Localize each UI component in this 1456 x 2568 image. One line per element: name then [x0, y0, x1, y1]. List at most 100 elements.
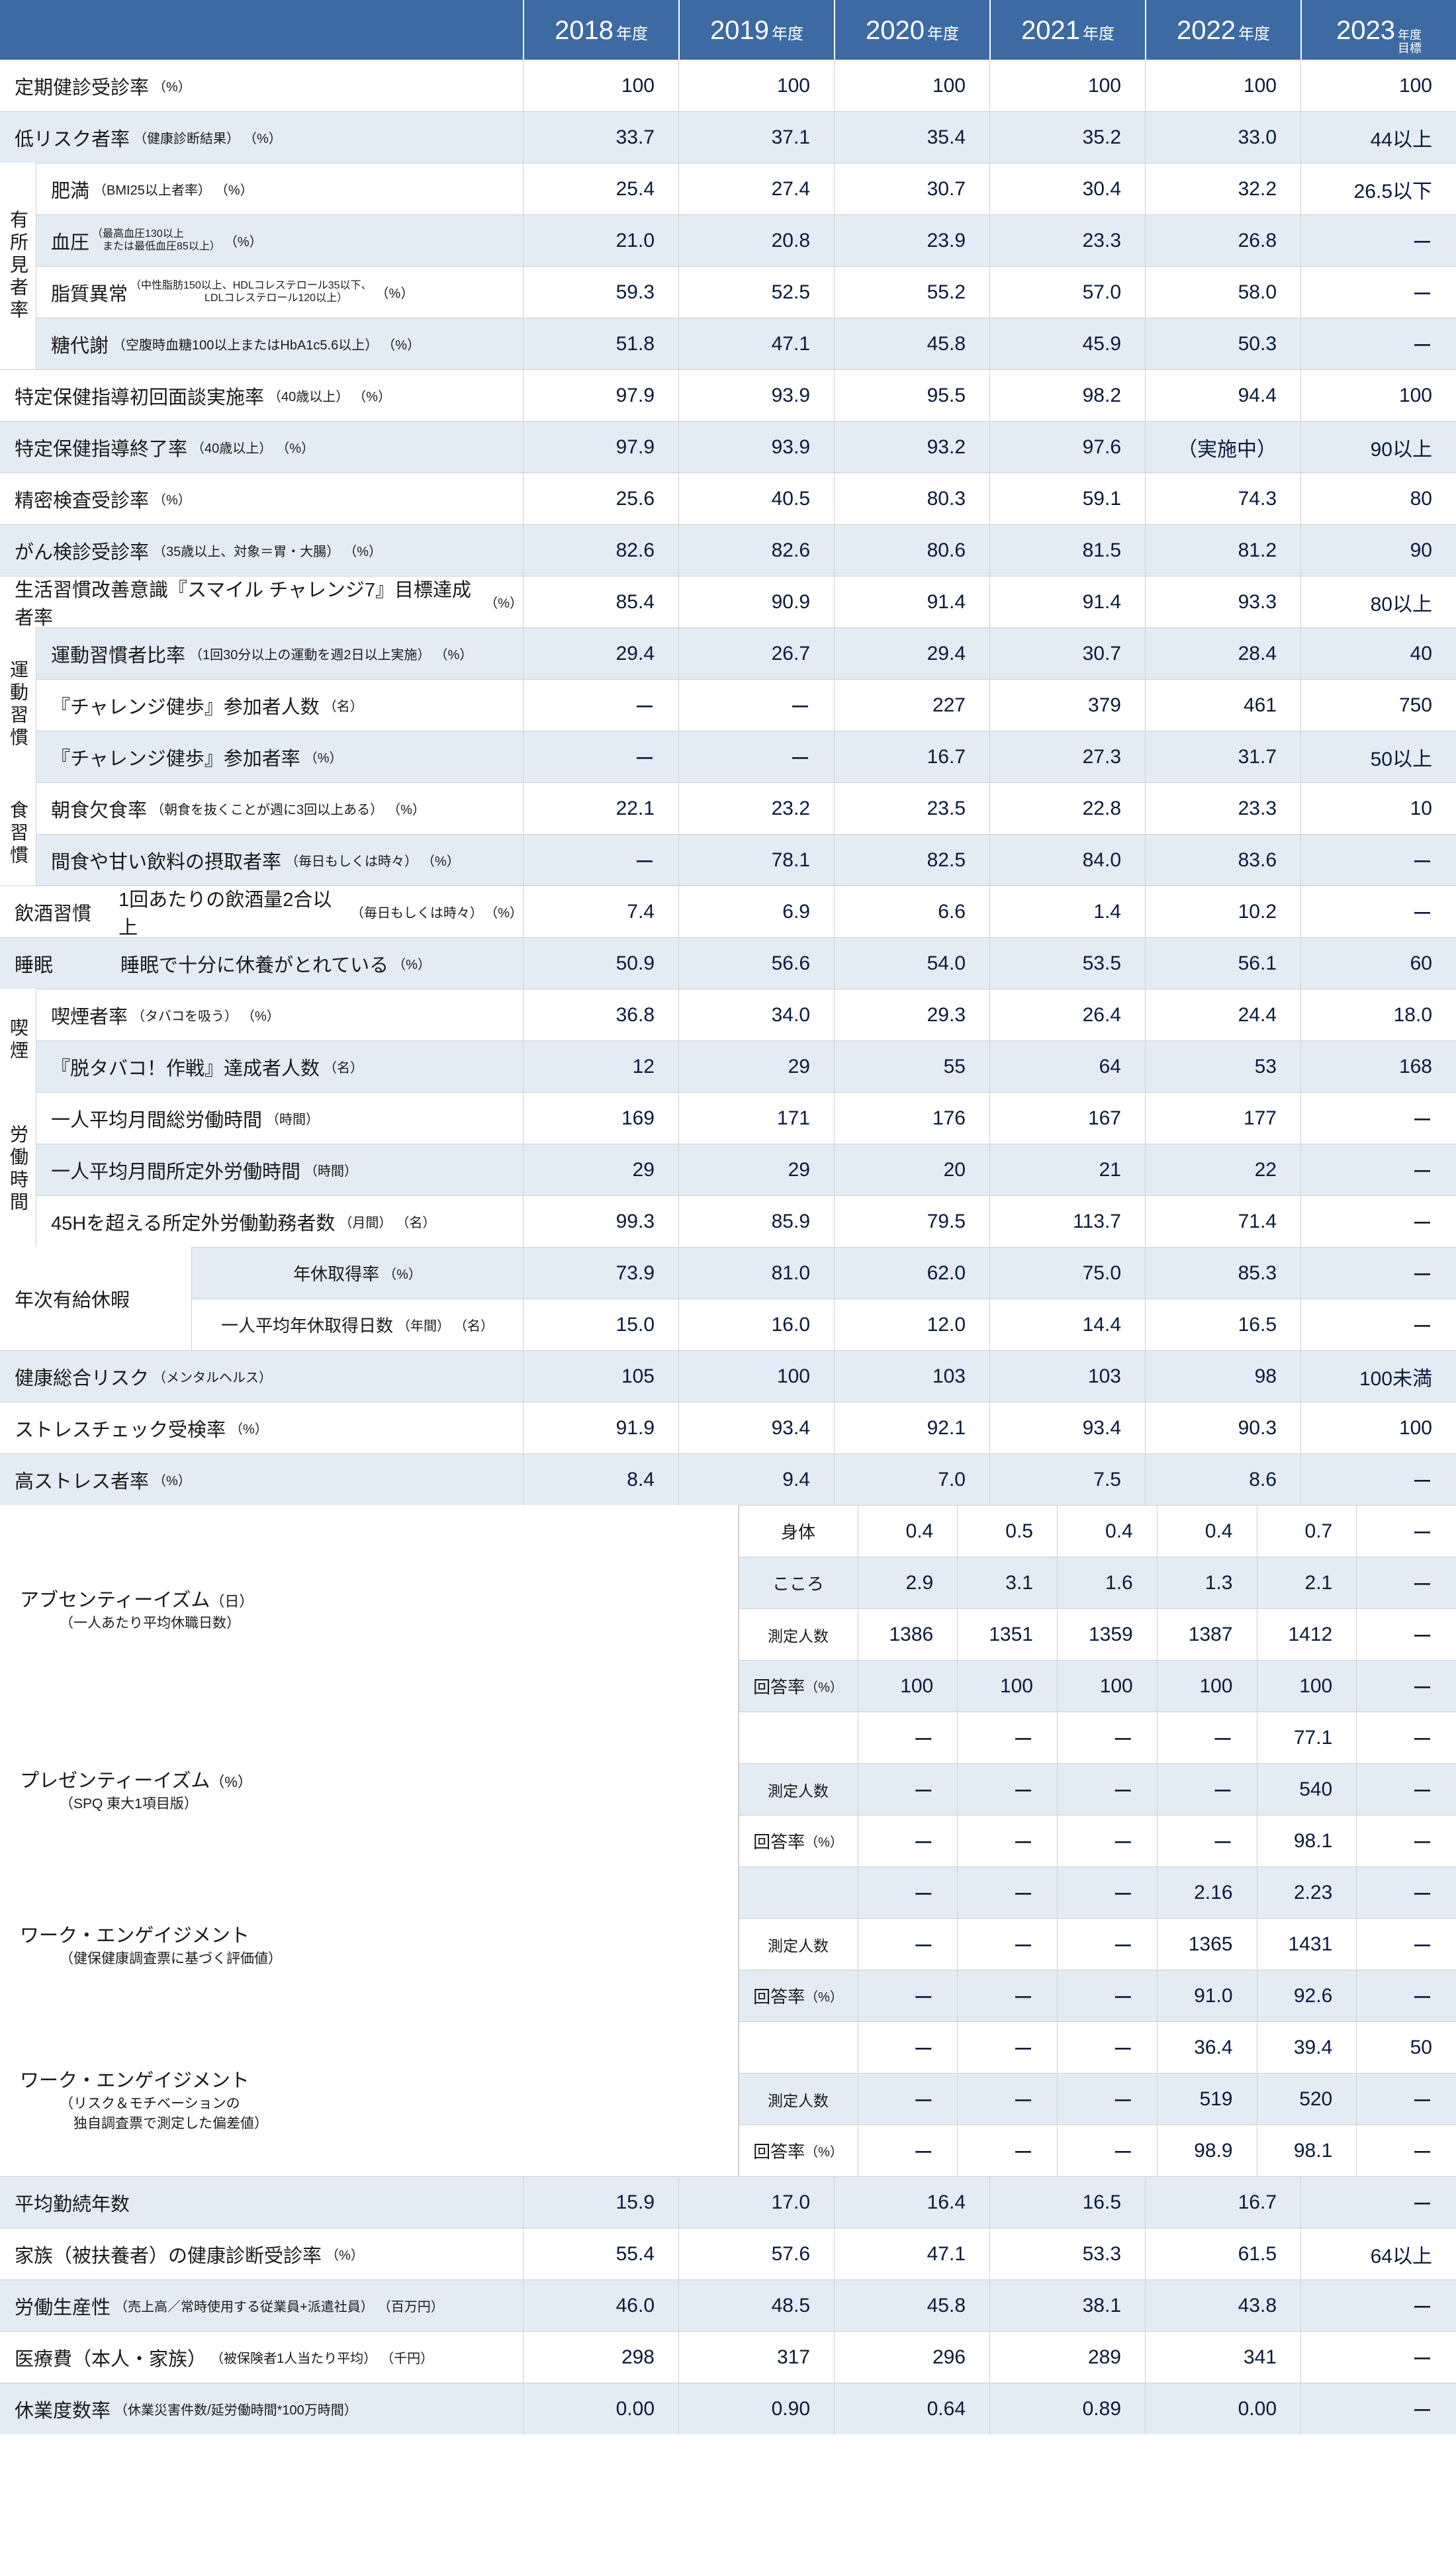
table-cell: ー: [1300, 2280, 1456, 2331]
table-cell: 1412: [1257, 1609, 1357, 1660]
table-cell: 90以上: [1300, 422, 1456, 473]
table-cell: 27.3: [989, 731, 1145, 782]
row-label: 朝食欠食率（朝食を抜くことが週に3回以上ある）（%）: [36, 783, 523, 834]
table-cell: 100: [678, 60, 834, 111]
table-cell: 59.3: [523, 267, 678, 318]
table-cell: ー: [1356, 1764, 1456, 1815]
table-row: 『チャレンジ健歩』参加者人数（名）ーー227379461750: [36, 679, 1456, 731]
table-cell: 520: [1257, 2074, 1357, 2125]
table-cell: 32.2: [1145, 163, 1300, 214]
table-row: 回答率（%）ーーー98.998.1ー: [739, 2125, 1456, 2176]
header-col-0: 2018年度: [523, 0, 678, 60]
table-cell: 23.3: [1145, 783, 1300, 834]
table-cell: ー: [1300, 2383, 1456, 2434]
row-label: 45Hを超える所定外労働勤務者数（月間）（名）: [36, 1196, 523, 1247]
table-cell: 53.3: [989, 2228, 1145, 2279]
table-cell: 22.1: [523, 783, 678, 834]
table-cell: 47.1: [834, 2228, 989, 2279]
header-year: 2019: [710, 16, 769, 46]
table-cell: 113.7: [989, 1196, 1145, 1247]
table-cell: ー: [957, 2125, 1057, 2176]
table-row: 測定人数ーーー519520ー: [739, 2073, 1456, 2125]
table-cell: ー: [1356, 2074, 1456, 2125]
table-cell: 58.0: [1145, 267, 1300, 318]
table-cell: ー: [1057, 1867, 1157, 1918]
table-cell: 55.4: [523, 2228, 678, 2279]
table-row: 回答率（%）100100100100100ー: [739, 1660, 1456, 1712]
table-cell: 169: [523, 1093, 678, 1144]
table-cell: ー: [1057, 2022, 1157, 2073]
row-label: 医療費（本人・家族）（被保険者1人当たり平均）（千円）: [0, 2332, 523, 2383]
row-label: 喫煙者率（タバコを吸う）（%）: [36, 989, 523, 1040]
row-label: 血圧（最高血圧130以上 または最低血圧85以上）（%）: [36, 215, 523, 266]
table-cell: 540: [1257, 1764, 1357, 1815]
row-label: 一人平均月間所定外労働時間（時間）: [36, 1144, 523, 1195]
table-cell: ー: [858, 1815, 958, 1866]
table-cell: ー: [1356, 1970, 1456, 2021]
table-cell: 100: [1300, 370, 1456, 421]
table-cell: 82.6: [523, 525, 678, 576]
table-cell: ー: [957, 1867, 1057, 1918]
table-cell: 23.3: [989, 215, 1145, 266]
group-block: 有所見者率肥満（BMI25以上者率）（%）25.427.430.730.432.…: [0, 163, 1456, 369]
table-cell: 60: [1300, 938, 1456, 989]
table-cell: 519: [1157, 2074, 1257, 2125]
table-cell: 47.1: [678, 318, 834, 369]
table-cell: 16.4: [834, 2177, 989, 2228]
table-cell: 73.9: [523, 1248, 678, 1299]
subcol-title: プレゼンティーイズム（%）（SPQ 東大1項目版）: [0, 1712, 739, 1866]
table-cell: ー: [1057, 2074, 1157, 2125]
table-cell: 16.7: [834, 731, 989, 782]
table-cell: 53.5: [989, 938, 1145, 989]
row-label: 脂質異常（中性脂肪150以上、HDLコレステロール35以下、 LDLコレステロー…: [36, 267, 523, 318]
table-cell: 103: [989, 1351, 1145, 1402]
table-cell: 35.2: [989, 112, 1145, 163]
row-label: 飲酒習慣1回あたりの飲酒量2合以上（毎日もしくは時々）（%）: [0, 886, 523, 937]
table-cell: ー: [858, 2022, 958, 2073]
table-cell: ー: [1300, 267, 1456, 318]
table-cell: 167: [989, 1093, 1145, 1144]
table-cell: ー: [1356, 1557, 1456, 1608]
table-cell: 59.1: [989, 473, 1145, 524]
table-cell: 26.8: [1145, 215, 1300, 266]
table-cell: ー: [1300, 2177, 1456, 2228]
table-cell: ー: [957, 2022, 1057, 2073]
table-row: ストレスチェック受検率（%）91.993.492.193.490.3100: [0, 1402, 1456, 1453]
table-cell: 100: [1300, 1402, 1456, 1453]
table-cell: 93.4: [678, 1402, 834, 1453]
table-cell: ー: [858, 2125, 958, 2176]
header-year: 2018: [555, 16, 614, 46]
table-row: 労働生産性（売上高／常時使用する従業員+派遣社員）（百万円）46.048.545…: [0, 2279, 1456, 2331]
table-cell: 82.5: [834, 835, 989, 886]
table-cell: ー: [523, 835, 678, 886]
table-cell: 53: [1145, 1041, 1300, 1092]
table-row: 糖代謝（空腹時血糖100以上またはHbA1c5.6以上）（%）51.847.14…: [36, 318, 1456, 369]
table-cell: 18.0: [1300, 989, 1456, 1040]
table-cell: 16.5: [1145, 1299, 1300, 1350]
header-year: 2020: [866, 16, 925, 46]
table-cell: ー: [858, 1712, 958, 1763]
row-label: 睡眠睡眠で十分に休養がとれている（%）: [0, 938, 523, 989]
table-cell: 1365: [1157, 1919, 1257, 1970]
table-cell: 0.5: [957, 1506, 1057, 1557]
table-cell: 46.0: [523, 2280, 678, 2331]
table-row: 45Hを超える所定外労働勤務者数（月間）（名）99.385.979.5113.7…: [36, 1195, 1456, 1247]
table-cell: 227: [834, 680, 989, 731]
table-row: ーーーー77.1ー: [739, 1712, 1456, 1763]
table-cell: 98.9: [1157, 2125, 1257, 2176]
table-cell: 29: [523, 1144, 678, 1195]
table-cell: 105: [523, 1351, 678, 1402]
row-label: 平均勤続年数: [0, 2177, 523, 2228]
table-cell: 176: [834, 1093, 989, 1144]
table-cell: 100: [834, 60, 989, 111]
table-cell: 75.0: [989, 1248, 1145, 1299]
table-cell: 296: [834, 2332, 989, 2383]
table-row: ーーー2.162.23ー: [739, 1866, 1456, 1918]
row-label: 運動習慣者比率（1回30分以上の運動を週2日以上実施）（%）: [36, 628, 523, 679]
table-cell: 85.4: [523, 576, 678, 627]
group-vlabel: 有所見者率: [0, 163, 36, 369]
table-cell: 29: [678, 1144, 834, 1195]
table-row: 睡眠睡眠で十分に休養がとれている（%）50.956.654.053.556.16…: [0, 937, 1456, 989]
table-cell: 95.5: [834, 370, 989, 421]
table-cell: 22.8: [989, 783, 1145, 834]
